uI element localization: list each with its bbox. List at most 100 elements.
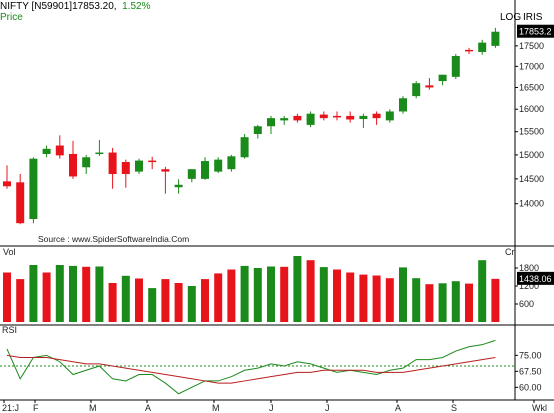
rsi-tick-label: 60.00 xyxy=(519,382,542,392)
volume-bar xyxy=(280,266,289,322)
x-tick-label: M xyxy=(212,403,220,413)
volume-bar xyxy=(82,266,91,322)
rsi-lines[interactable] xyxy=(6,339,496,395)
volume-bar xyxy=(293,256,302,322)
volume-bars[interactable] xyxy=(3,256,500,322)
price-candle xyxy=(55,145,64,156)
x-tick-label: J xyxy=(325,403,330,413)
volume-bar xyxy=(465,283,473,322)
price-candle xyxy=(42,148,51,154)
volume-bar xyxy=(187,286,196,322)
price-candle xyxy=(267,118,275,127)
scale-mode[interactable]: LOG xyxy=(500,12,522,23)
volume-bar xyxy=(438,283,447,322)
volume-bar xyxy=(319,267,328,322)
price-tick-label: 16500 xyxy=(519,82,544,92)
price-tick-label: 16000 xyxy=(519,104,544,114)
volume-bar xyxy=(16,279,25,322)
price-candle xyxy=(121,162,130,175)
price-candle xyxy=(465,49,473,52)
price-candle xyxy=(253,126,262,134)
price-tick-label: 17500 xyxy=(519,41,544,51)
price-candle xyxy=(240,137,249,158)
price-tick-label: 14500 xyxy=(519,174,544,184)
price-candle xyxy=(346,115,355,120)
volume-bar xyxy=(478,260,487,322)
price-tick-label: 17000 xyxy=(519,61,544,71)
volume-bar xyxy=(29,265,38,322)
volume-bar xyxy=(3,272,11,322)
volume-bar xyxy=(412,278,421,322)
x-tick-label: J xyxy=(269,403,274,413)
x-tick-label: Wkl xyxy=(532,403,547,413)
x-axis-labels: 21:J F M A M J J A S Wkl xyxy=(2,400,547,413)
price-candle xyxy=(333,115,341,118)
price-candle xyxy=(306,113,315,125)
price-candle xyxy=(69,153,77,177)
price-candle xyxy=(293,115,302,121)
price-candle xyxy=(29,158,38,220)
last-price-tag xyxy=(517,24,554,38)
volume-bar xyxy=(253,268,262,322)
volume-tick-label: 1800 xyxy=(519,263,539,273)
volume-bar xyxy=(451,281,460,322)
volume-bar xyxy=(148,288,157,322)
price-candle xyxy=(399,98,407,112)
source-watermark: Source : www.SpiderSoftwareIndia.Com xyxy=(38,234,189,244)
price-candle xyxy=(161,169,170,172)
rsi-average-line xyxy=(6,354,496,384)
volume-value-tag xyxy=(517,271,554,285)
volume-bar xyxy=(346,272,355,322)
price-candle xyxy=(174,184,183,188)
y-axis-labels: 14000 14500 15000 15500 16000 16500 17000 17500… xyxy=(515,24,554,392)
volume-bar xyxy=(385,278,394,322)
volume-bar xyxy=(121,275,130,322)
price-candle xyxy=(319,114,328,119)
volume-bar xyxy=(240,265,249,322)
price-candle xyxy=(187,169,196,179)
volume-bar xyxy=(227,269,236,322)
price-candle xyxy=(280,118,289,121)
price-candle xyxy=(214,159,223,172)
price-candle xyxy=(372,113,381,119)
price-tick-label: 15500 xyxy=(519,127,544,137)
volume-bar xyxy=(95,266,104,322)
last-price-tag-text: 17853.2 xyxy=(519,27,552,37)
price-candle xyxy=(359,115,368,120)
rsi-tick-label: 75.00 xyxy=(519,350,542,360)
volume-tick-label: 1200 xyxy=(519,281,539,291)
volume-bar xyxy=(333,269,341,322)
price-candle xyxy=(451,56,460,77)
x-tick-label: M xyxy=(89,403,97,413)
volume-bar xyxy=(108,283,117,322)
volume-bar xyxy=(267,266,275,322)
volume-panel-title: Vol xyxy=(3,247,16,257)
chart-header: NIFTY [N59901]17853.20, 1.52% xyxy=(0,1,151,12)
volume-bar xyxy=(69,265,77,322)
volume-value-tag-text: 1438.06 xyxy=(519,274,552,284)
symbol-name: NIFTY [N59901] xyxy=(0,1,73,12)
price-candle xyxy=(108,152,117,175)
price-tick-label: 15000 xyxy=(519,150,544,160)
rsi-tick-label: 67.50 xyxy=(519,366,542,376)
change-percent: 1.52% xyxy=(122,1,151,12)
last-price: 17853.20, xyxy=(72,1,117,12)
price-candle xyxy=(3,181,11,187)
rsi-line xyxy=(6,339,496,395)
price-tick-label: 14000 xyxy=(519,199,544,209)
price-candle xyxy=(95,152,104,155)
price-candle xyxy=(82,157,91,168)
brand-logo: IRIS xyxy=(523,12,543,23)
volume-bar xyxy=(491,278,500,322)
x-tick-label: S xyxy=(451,403,457,413)
price-candle xyxy=(491,31,500,46)
price-candle xyxy=(201,161,209,179)
volume-tick-label: 600 xyxy=(519,299,534,309)
volume-bar xyxy=(214,273,223,322)
volume-bar xyxy=(372,275,381,322)
price-candles[interactable] xyxy=(3,27,500,225)
volume-bar xyxy=(399,267,407,322)
x-tick-label: 21:J xyxy=(2,403,19,413)
x-tick-label: A xyxy=(395,403,401,413)
